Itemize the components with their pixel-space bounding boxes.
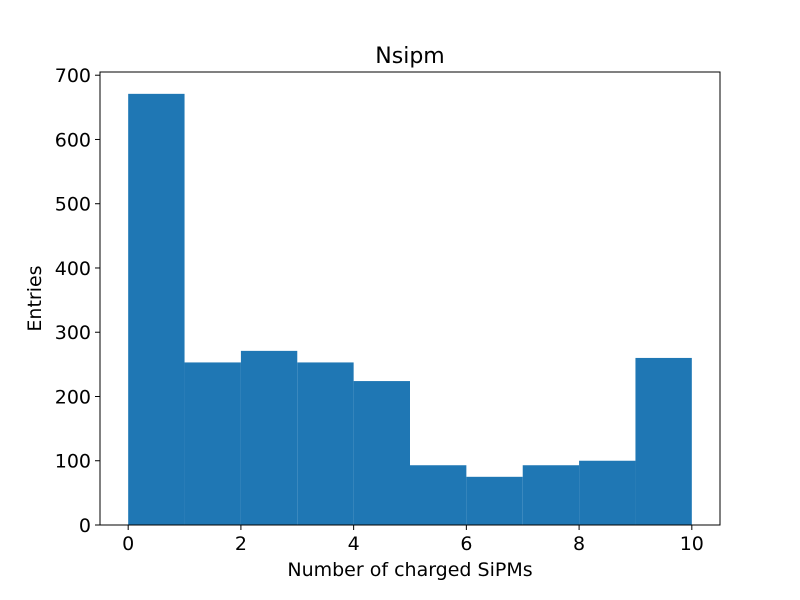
plot-frame [99, 71, 721, 526]
histogram-bar [240, 350, 298, 525]
x-tick-label: 0 [122, 533, 134, 555]
histogram-bar [353, 381, 410, 525]
y-tick-label: 600 [55, 129, 91, 151]
x-tick-label: 4 [348, 533, 360, 555]
y-tick-label: 500 [55, 194, 91, 216]
x-axis-ticks: 0 2 4 6 8 10 [122, 525, 704, 555]
histogram-bar [297, 362, 354, 525]
x-tick-label: 2 [235, 533, 247, 555]
histogram-bar [184, 362, 241, 525]
x-axis-label: Number of charged SiPMs [287, 559, 532, 581]
histogram-bar [522, 465, 580, 525]
y-tick-label: 300 [55, 322, 91, 344]
histogram-bar [579, 460, 636, 525]
x-tick-label: 6 [460, 533, 472, 555]
y-tick-label: 200 [55, 386, 91, 408]
y-axis-ticks: 0 100 200 300 400 500 600 700 [55, 65, 100, 537]
histogram-bar [128, 93, 185, 526]
chart-title: Nsipm [375, 44, 444, 69]
x-tick-label: 8 [573, 533, 585, 555]
histogram-bars [128, 93, 692, 526]
histogram-bar [410, 465, 467, 525]
histogram-bar [635, 357, 692, 525]
y-axis-label: Entries [24, 265, 46, 331]
y-tick-label: 400 [55, 258, 91, 280]
y-tick-label: 0 [79, 515, 91, 537]
histogram-bar [466, 476, 523, 525]
x-tick-label: 10 [680, 533, 704, 555]
y-tick-label: 100 [55, 451, 91, 473]
y-tick-label: 700 [55, 65, 91, 87]
